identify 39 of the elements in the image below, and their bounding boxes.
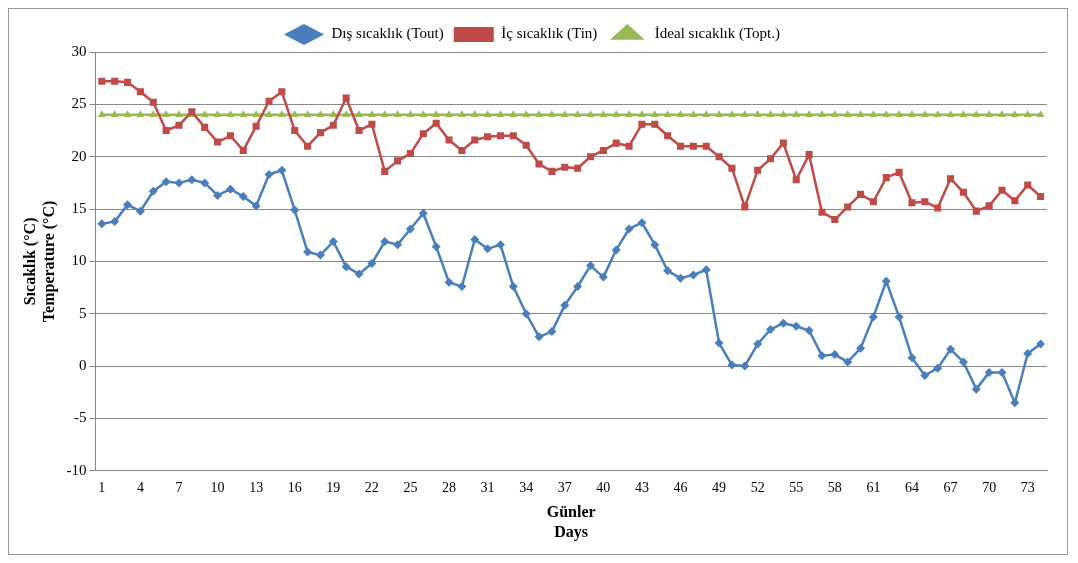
y-tick-label: 0 [78, 357, 87, 374]
x-tick-label: 28 [442, 479, 457, 495]
x-tick-label: 49 [712, 479, 727, 495]
x-tick-label: 31 [480, 479, 495, 495]
y-tick-label: 25 [71, 95, 87, 112]
x-tick-label: 58 [827, 479, 842, 495]
x-axis-title: Günler Days [546, 503, 596, 541]
x-tick-label: 19 [326, 479, 341, 495]
x-tick-label: 46 [673, 479, 688, 495]
x-tick-label: 64 [904, 479, 919, 495]
x-tick-label: 16 [287, 479, 302, 495]
legend-label: Dış sıcaklık (Tout) [331, 25, 444, 43]
legend-label: İç sıcaklık (Tin) [501, 25, 598, 43]
y-tick-label: 20 [71, 147, 87, 164]
x-tick-label: 73 [1020, 479, 1035, 495]
x-tick-label: 22 [364, 479, 379, 495]
legend-label: İdeal sıcaklık (Topt.) [654, 25, 781, 43]
x-tick-label: 43 [634, 479, 649, 495]
x-tick-label: 4 [136, 479, 144, 495]
x-tick-label: 34 [519, 479, 534, 495]
x-tick-label: 37 [557, 479, 572, 495]
y-tick-label: 15 [71, 199, 87, 216]
x-tick-label: 7 [175, 479, 183, 495]
y-tick-label: 30 [71, 42, 87, 59]
x-tick-label: 1 [98, 479, 106, 495]
x-tick-label: 61 [866, 479, 881, 495]
y-tick-label: -5 [73, 409, 87, 426]
x-tick-label: 13 [249, 479, 264, 495]
x-tick-label: 70 [982, 479, 997, 495]
y-axis-title: Sıcaklık (°C) Temperature (°C) [20, 200, 58, 323]
y-tick-label: -10 [66, 461, 87, 478]
x-tick-label: 25 [403, 479, 418, 495]
x-tick-label: 40 [596, 479, 611, 495]
x-tick-label: 55 [789, 479, 804, 495]
x-tick-label: 10 [210, 479, 225, 495]
x-tick-label: 52 [750, 479, 765, 495]
x-tick-label: 67 [943, 479, 958, 495]
y-tick-label: 10 [71, 252, 87, 269]
y-tick-label: 5 [78, 304, 87, 321]
